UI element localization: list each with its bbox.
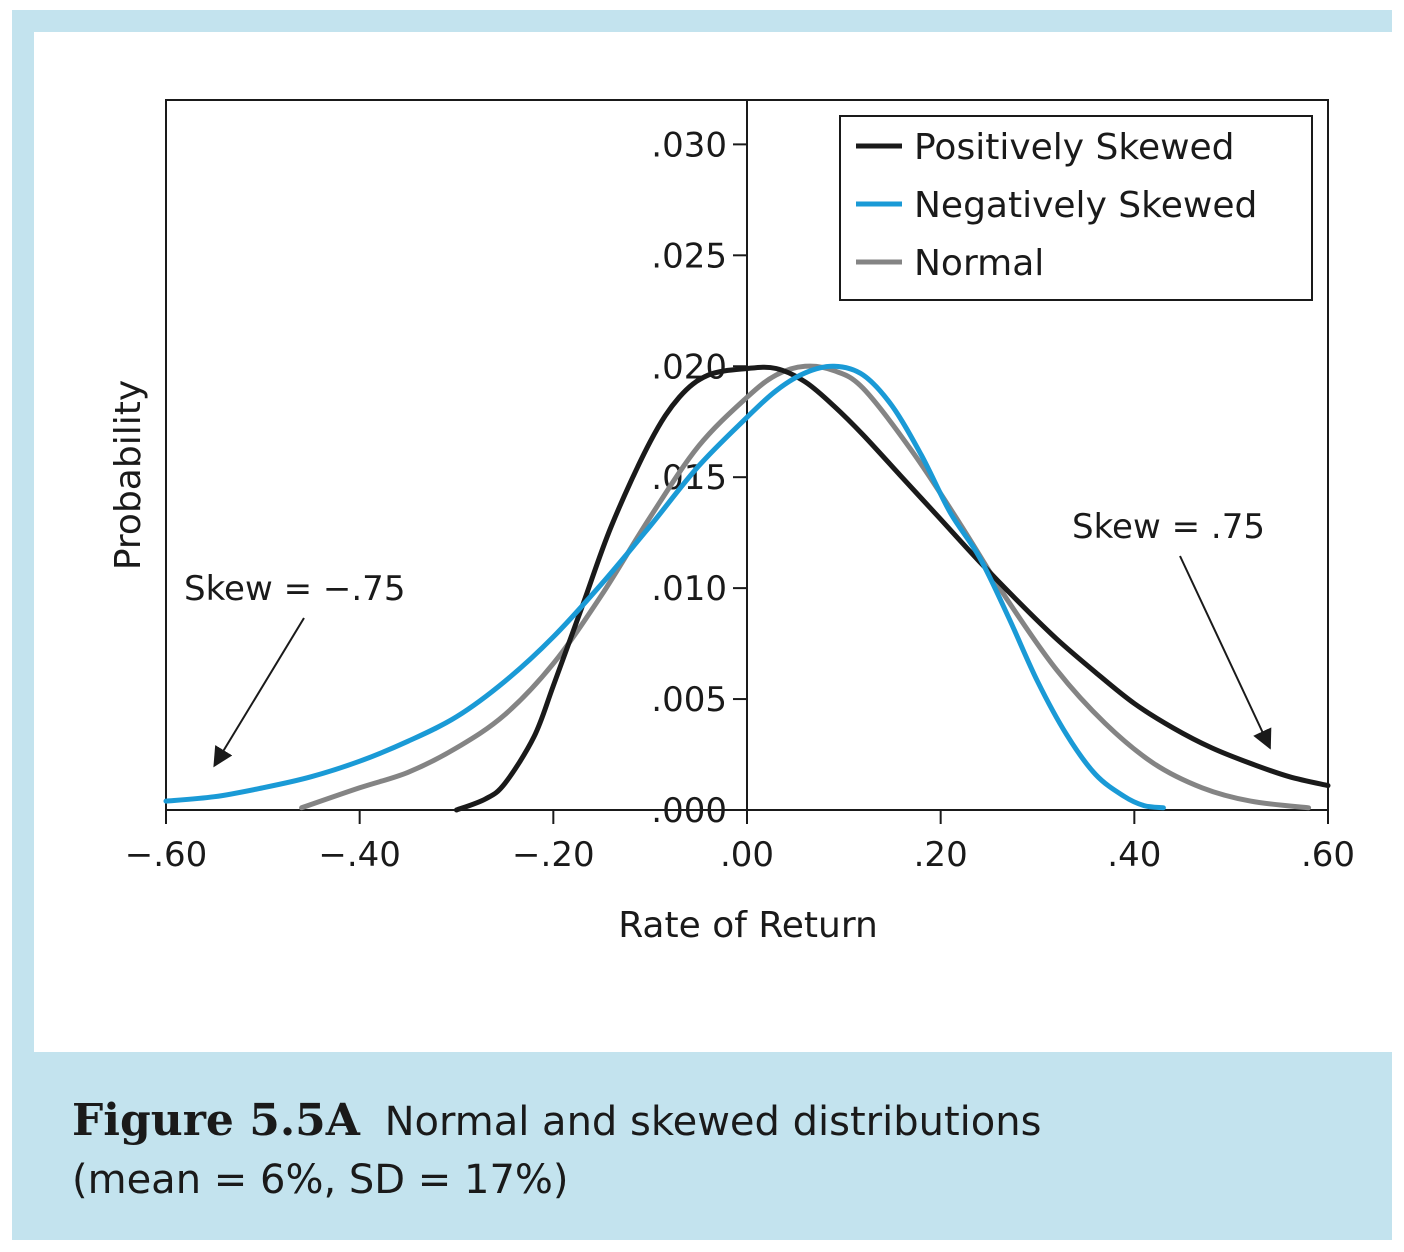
x-tick-label: .20 — [914, 835, 968, 875]
y-axis: .000.005.010.015.020.025.030 — [651, 100, 748, 831]
y-tick-label: .030 — [651, 125, 727, 165]
series-line-negatively-skewed — [163, 363, 1166, 811]
annotation-text: Skew = −.75 — [184, 569, 405, 609]
caption-figure-label: Figure 5.5A — [72, 1095, 360, 1146]
x-tick-label: −.60 — [125, 835, 208, 875]
series-lines — [163, 363, 1331, 813]
x-tick-label: .40 — [1107, 835, 1161, 875]
x-axis: −.60 −.40 −.20 .00 .20 .40 .60 — [125, 810, 1355, 875]
y-tick-label: .010 — [651, 569, 727, 609]
caption-title: Normal and skewed distributions — [384, 1099, 1042, 1145]
legend-label-normal: Normal — [914, 243, 1044, 284]
figure-frame: .000.005.010.015.020.025.030 −.60 −.40 −.2… — [12, 10, 1400, 1240]
y-tick-label: .020 — [651, 347, 727, 387]
annotation-arrow — [1179, 555, 1272, 750]
figure-caption: Figure 5.5A Normal and skewed distributi… — [72, 1092, 1372, 1209]
y-axis-title: Probability — [108, 380, 149, 570]
series-line-normal — [299, 363, 1312, 811]
annotation-arrow — [213, 617, 305, 768]
plot-panel: .000.005.010.015.020.025.030 −.60 −.40 −.2… — [34, 32, 1400, 1052]
y-tick-label: .000 — [651, 791, 727, 831]
chart: .000.005.010.015.020.025.030 −.60 −.40 −.2… — [108, 99, 1355, 946]
x-tick-label: −.20 — [512, 835, 595, 875]
y-tick-label: .005 — [651, 680, 727, 720]
legend-label-negatively-skewed: Negatively Skewed — [914, 185, 1257, 226]
x-tick-label: −.40 — [318, 835, 401, 875]
annotations: Skew = −.75 Skew = .75 — [184, 507, 1272, 768]
caption-line-2: (mean = 6%, SD = 17%) — [72, 1157, 569, 1203]
x-tick-label: .00 — [720, 835, 774, 875]
caption-line-1: Figure 5.5A Normal and skewed distributi… — [72, 1092, 1372, 1151]
series-line-positively-skewed — [454, 364, 1331, 813]
legend-label-positively-skewed: Positively Skewed — [914, 127, 1235, 168]
y-tick-label: .025 — [651, 236, 727, 276]
legend: Positively Skewed Negatively Skewed Normal — [839, 115, 1313, 301]
legend-box — [839, 115, 1313, 301]
x-axis-title: Rate of Return — [618, 905, 878, 946]
x-tick-label: .60 — [1301, 835, 1355, 875]
annotation-text: Skew = .75 — [1072, 507, 1265, 547]
